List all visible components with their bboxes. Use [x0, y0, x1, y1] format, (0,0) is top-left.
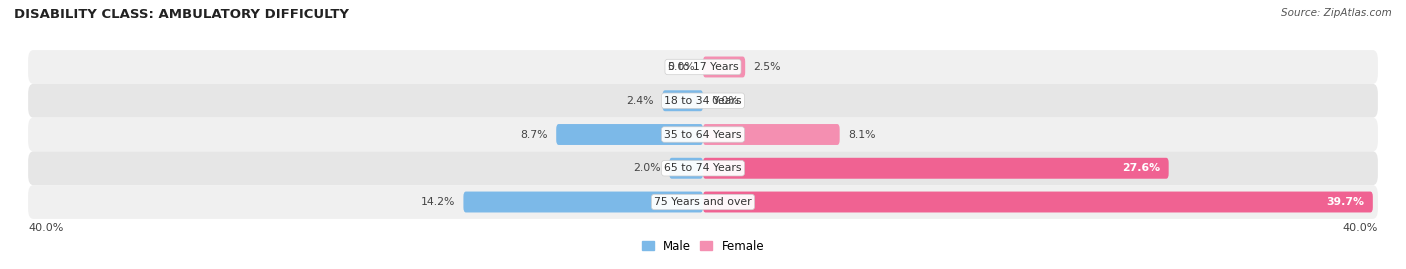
Text: DISABILITY CLASS: AMBULATORY DIFFICULTY: DISABILITY CLASS: AMBULATORY DIFFICULTY	[14, 8, 349, 21]
Text: 40.0%: 40.0%	[1343, 223, 1378, 233]
FancyBboxPatch shape	[464, 192, 703, 213]
FancyBboxPatch shape	[703, 56, 745, 77]
Text: 2.5%: 2.5%	[754, 62, 782, 72]
Text: 5 to 17 Years: 5 to 17 Years	[668, 62, 738, 72]
FancyBboxPatch shape	[28, 50, 1378, 84]
FancyBboxPatch shape	[28, 185, 1378, 219]
Legend: Male, Female: Male, Female	[641, 240, 765, 253]
FancyBboxPatch shape	[28, 118, 1378, 151]
Text: 8.1%: 8.1%	[848, 129, 876, 140]
FancyBboxPatch shape	[28, 84, 1378, 118]
FancyBboxPatch shape	[669, 158, 703, 179]
Text: 39.7%: 39.7%	[1326, 197, 1364, 207]
Text: 40.0%: 40.0%	[28, 223, 63, 233]
Text: 0.0%: 0.0%	[711, 96, 740, 106]
Text: Source: ZipAtlas.com: Source: ZipAtlas.com	[1281, 8, 1392, 18]
Text: 2.0%: 2.0%	[633, 163, 661, 173]
Text: 35 to 64 Years: 35 to 64 Years	[664, 129, 742, 140]
Text: 8.7%: 8.7%	[520, 129, 548, 140]
Text: 75 Years and over: 75 Years and over	[654, 197, 752, 207]
Text: 27.6%: 27.6%	[1122, 163, 1160, 173]
Text: 14.2%: 14.2%	[420, 197, 456, 207]
Text: 65 to 74 Years: 65 to 74 Years	[664, 163, 742, 173]
Text: 18 to 34 Years: 18 to 34 Years	[664, 96, 742, 106]
FancyBboxPatch shape	[557, 124, 703, 145]
FancyBboxPatch shape	[28, 151, 1378, 185]
FancyBboxPatch shape	[703, 158, 1168, 179]
Text: 0.0%: 0.0%	[666, 62, 695, 72]
FancyBboxPatch shape	[703, 124, 839, 145]
FancyBboxPatch shape	[703, 192, 1372, 213]
FancyBboxPatch shape	[662, 90, 703, 111]
Text: 2.4%: 2.4%	[627, 96, 654, 106]
